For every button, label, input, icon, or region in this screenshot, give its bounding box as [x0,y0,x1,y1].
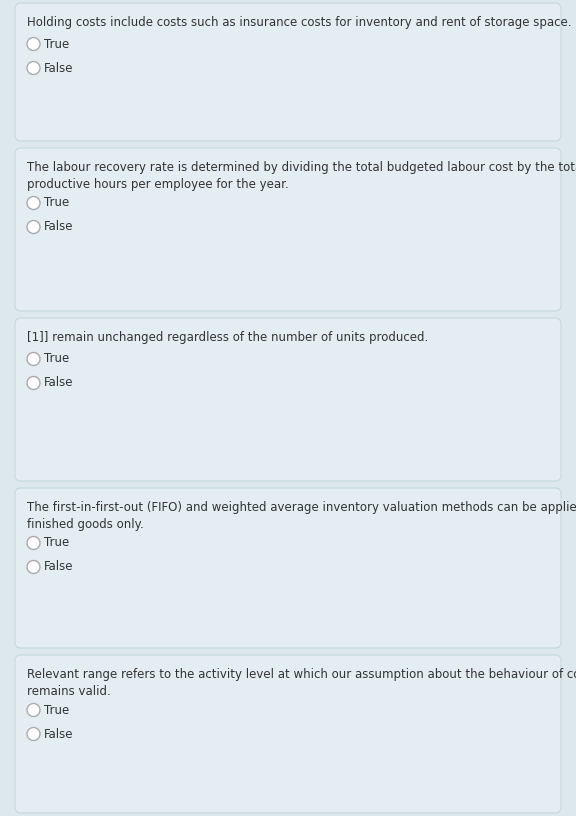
Text: Relevant range refers to the activity level at which our assumption about the be: Relevant range refers to the activity le… [27,668,576,698]
FancyBboxPatch shape [15,655,561,813]
Text: True: True [44,38,69,51]
Circle shape [27,536,40,549]
FancyBboxPatch shape [15,318,561,481]
Text: True: True [44,353,69,366]
Circle shape [27,703,40,716]
Text: [1]] remain unchanged regardless of the number of units produced.: [1]] remain unchanged regardless of the … [27,331,428,344]
FancyBboxPatch shape [15,148,561,311]
Circle shape [27,561,40,574]
Circle shape [27,220,40,233]
Text: True: True [44,703,69,716]
Circle shape [27,38,40,51]
Text: False: False [44,376,74,389]
Text: False: False [44,61,74,74]
Circle shape [27,728,40,740]
Circle shape [27,61,40,74]
Circle shape [27,376,40,389]
Circle shape [27,197,40,210]
Circle shape [27,353,40,366]
Text: True: True [44,197,69,210]
Text: False: False [44,561,74,574]
Text: The labour recovery rate is determined by dividing the total budgeted labour cos: The labour recovery rate is determined b… [27,161,576,191]
Text: The first-in-first-out (FIFO) and weighted average inventory valuation methods c: The first-in-first-out (FIFO) and weight… [27,501,576,531]
Text: False: False [44,220,74,233]
FancyBboxPatch shape [15,3,561,141]
Text: Holding costs include costs such as insurance costs for inventory and rent of st: Holding costs include costs such as insu… [27,16,571,29]
FancyBboxPatch shape [15,488,561,648]
Text: False: False [44,728,74,740]
Text: True: True [44,536,69,549]
